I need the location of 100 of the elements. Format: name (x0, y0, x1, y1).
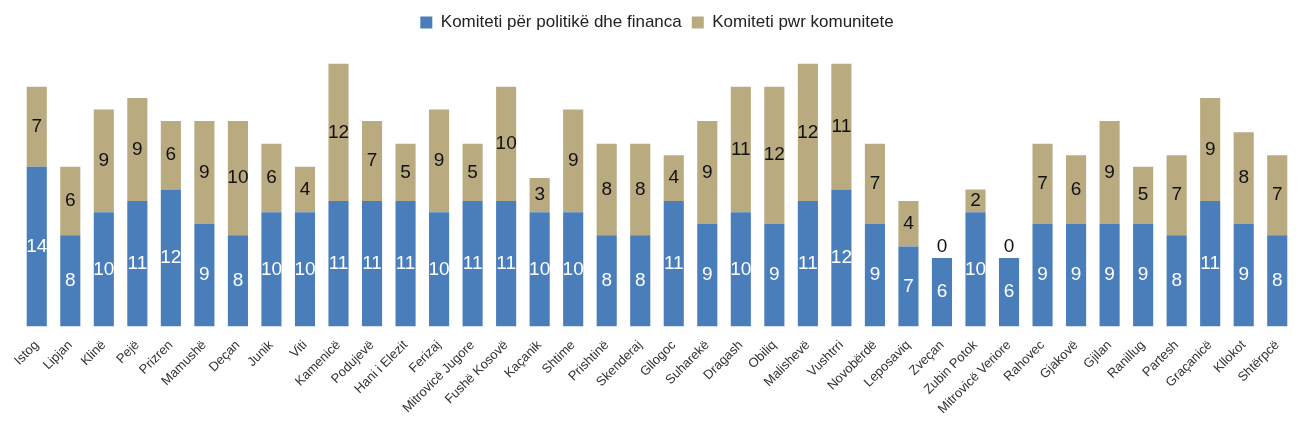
bar (663, 155, 684, 201)
data-label: 11 (1200, 251, 1221, 273)
data-label: 9 (1037, 263, 1048, 285)
bar (1166, 155, 1187, 236)
data-label: 9 (132, 137, 143, 159)
data-label: 11 (362, 251, 382, 273)
data-label: 12 (763, 143, 785, 165)
bar (429, 212, 450, 327)
bar (764, 86, 785, 224)
bar (998, 257, 1020, 327)
data-label: 0 (936, 235, 948, 257)
data-label: 11 (663, 251, 684, 273)
bar (697, 223, 718, 327)
data-label: 8 (601, 177, 612, 199)
data-label: 9 (702, 160, 713, 182)
bar (127, 98, 148, 201)
bar (160, 189, 181, 327)
data-label: 10 (260, 257, 283, 279)
bar (1133, 166, 1154, 224)
bar (294, 212, 316, 327)
data-label: 8 (1171, 269, 1182, 291)
bar (93, 109, 114, 213)
bar (60, 235, 81, 327)
data-label: 6 (1070, 177, 1082, 199)
data-label: 7 (1271, 183, 1283, 205)
data-label: 10 (964, 257, 987, 279)
bar (1267, 235, 1288, 327)
bar (194, 223, 215, 327)
bar (160, 120, 181, 190)
data-label: 7 (31, 114, 43, 136)
data-label: 8 (634, 269, 646, 291)
data-label: 10 (93, 257, 115, 279)
bar (630, 235, 651, 327)
data-label: 7 (1171, 183, 1182, 205)
data-label: 8 (1238, 166, 1249, 188)
data-label: 8 (1271, 269, 1283, 291)
data-label: 7 (366, 149, 378, 171)
data-label: 7 (903, 274, 914, 296)
data-label: 6 (165, 143, 177, 165)
bar (529, 212, 550, 327)
bar (328, 200, 349, 327)
data-label: 9 (1238, 263, 1249, 285)
data-label: 9 (1137, 263, 1149, 285)
bar (462, 143, 483, 201)
bar (596, 143, 617, 236)
bar (965, 212, 986, 327)
data-label: 11 (127, 251, 148, 273)
bar (194, 120, 215, 224)
bar (227, 235, 248, 327)
bar (931, 257, 953, 327)
data-label: 7 (869, 171, 881, 193)
data-label: 8 (601, 269, 612, 291)
bar (1233, 223, 1254, 327)
bar (361, 120, 383, 201)
bar (328, 63, 349, 201)
data-label: 11 (395, 251, 416, 273)
legend-label: Komiteti pwr komunitete (712, 12, 894, 32)
bar (1200, 200, 1221, 327)
bar (697, 120, 718, 224)
data-label: 12 (797, 120, 819, 142)
bar (663, 200, 684, 327)
bar (898, 246, 919, 327)
data-label: 9 (567, 149, 579, 171)
bar (1099, 120, 1120, 224)
data-label: 5 (467, 160, 478, 182)
bar (261, 212, 282, 327)
data-label: 8 (232, 269, 244, 291)
data-label: 9 (1104, 160, 1115, 182)
data-label: 9 (98, 149, 110, 171)
bar (26, 86, 47, 167)
data-label: 9 (199, 160, 210, 182)
bar (596, 235, 617, 327)
bar (563, 109, 584, 213)
bar (93, 212, 114, 327)
bar (429, 109, 450, 213)
data-label: 11 (831, 114, 852, 136)
bar (630, 143, 651, 236)
data-label: 9 (1070, 263, 1082, 285)
data-label: 2 (970, 189, 981, 211)
bar (864, 143, 885, 224)
data-label: 4 (903, 211, 915, 233)
data-label: 11 (798, 251, 818, 273)
bar (797, 63, 818, 201)
bar (496, 200, 517, 327)
bar (831, 189, 852, 327)
data-label: 14 (26, 234, 48, 256)
data-label: 9 (1104, 263, 1115, 285)
bar (1133, 223, 1154, 327)
data-label: 11 (730, 137, 751, 159)
bar (127, 200, 148, 327)
data-label: 3 (534, 183, 545, 205)
data-label: 10 (495, 132, 517, 154)
bar (797, 200, 818, 327)
data-label: 6 (266, 166, 277, 188)
x-tick-label: Pejë (112, 337, 142, 367)
bar (1066, 223, 1087, 327)
bar (1166, 235, 1187, 327)
bar (864, 223, 885, 327)
data-label: 6 (65, 189, 76, 211)
bar (1200, 98, 1221, 201)
